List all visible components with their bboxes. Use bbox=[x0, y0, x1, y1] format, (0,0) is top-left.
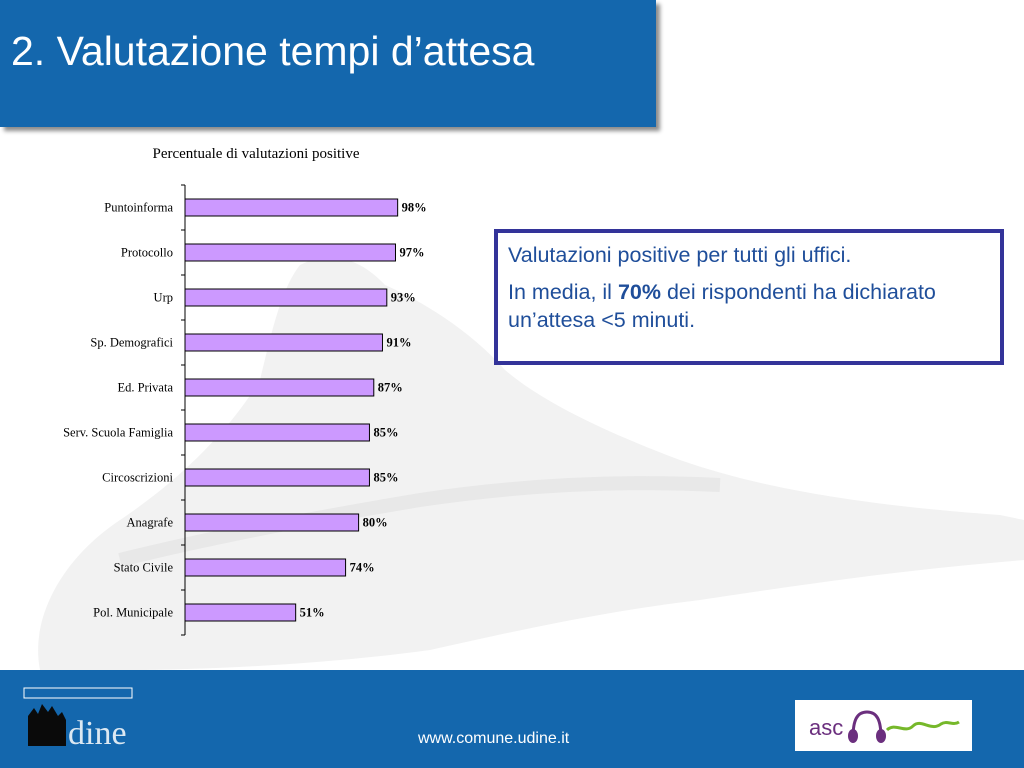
category-label: Stato Civile bbox=[114, 561, 174, 575]
bar-4 bbox=[184, 333, 383, 352]
data-label: 98% bbox=[402, 201, 427, 215]
info-line-2-prefix: In media, il bbox=[508, 280, 618, 304]
bar-chart: Puntoinforma 98% Protocollo 97% Urp 93% Sp. De… bbox=[63, 184, 427, 636]
category-label: Pol. Municipale bbox=[93, 606, 173, 620]
background-statue-detail bbox=[118, 476, 721, 567]
data-label: 93% bbox=[391, 291, 416, 305]
info-line-2: In media, il 70% dei rispondenti ha dich… bbox=[508, 278, 990, 334]
category-label: Anagrafe bbox=[127, 516, 174, 530]
ascolto-attivo-logo: asc bbox=[795, 700, 972, 751]
chart-title: Percentuale di valutazioni positive bbox=[152, 146, 360, 162]
data-label: 91% bbox=[386, 336, 411, 350]
bar-2 bbox=[184, 243, 396, 262]
category-label: Protocollo bbox=[121, 246, 173, 260]
category-label: Urp bbox=[154, 291, 173, 305]
info-line-1: Valutazioni positive per tutti gli uffic… bbox=[508, 243, 852, 267]
data-label: 85% bbox=[373, 426, 398, 440]
footer-bar: dine www.comune.udine.it asc bbox=[0, 670, 1024, 768]
bar-9 bbox=[184, 558, 347, 577]
category-label: Ed. Privata bbox=[117, 381, 173, 395]
data-label: 87% bbox=[378, 381, 403, 395]
bar-5 bbox=[184, 378, 375, 397]
ascolto-attivo-logo-graphic: asc bbox=[809, 710, 960, 743]
bar-10 bbox=[184, 603, 297, 622]
info-line-2-suffix: dei rispondenti ha dichiarato un’attesa … bbox=[508, 280, 936, 332]
data-label: 51% bbox=[300, 606, 325, 620]
data-label: 80% bbox=[363, 516, 388, 530]
category-label: Circoscrizioni bbox=[102, 471, 173, 485]
footer-url: www.comune.udine.it bbox=[418, 730, 570, 747]
category-label: Puntoinforma bbox=[104, 201, 173, 215]
title-banner: 2. Valutazione tempi d’attesa bbox=[0, 0, 656, 127]
bar-6 bbox=[184, 423, 370, 442]
bar-1 bbox=[184, 198, 399, 217]
category-label: Sp. Demografici bbox=[90, 336, 173, 350]
data-label: 85% bbox=[373, 471, 398, 485]
bar-7 bbox=[184, 468, 370, 487]
bar-3 bbox=[184, 288, 388, 307]
bar-8 bbox=[184, 513, 360, 532]
comune-udine-logo: dine bbox=[23, 687, 133, 750]
info-highlight-value: 70% bbox=[617, 280, 661, 304]
chart-marks: Puntoinforma 98% Protocollo 97% Urp 93% Sp. De… bbox=[63, 184, 427, 636]
data-label: 74% bbox=[350, 561, 375, 575]
info-box: Valutazioni positive per tutti gli uffic… bbox=[494, 229, 1004, 365]
page-title: 2. Valutazione tempi d’attesa bbox=[11, 28, 535, 74]
data-label: 97% bbox=[399, 246, 424, 260]
svg-text:dine: dine bbox=[68, 715, 127, 750]
category-label: Serv. Scuola Famiglia bbox=[63, 426, 173, 440]
svg-text:asc: asc bbox=[809, 715, 843, 740]
